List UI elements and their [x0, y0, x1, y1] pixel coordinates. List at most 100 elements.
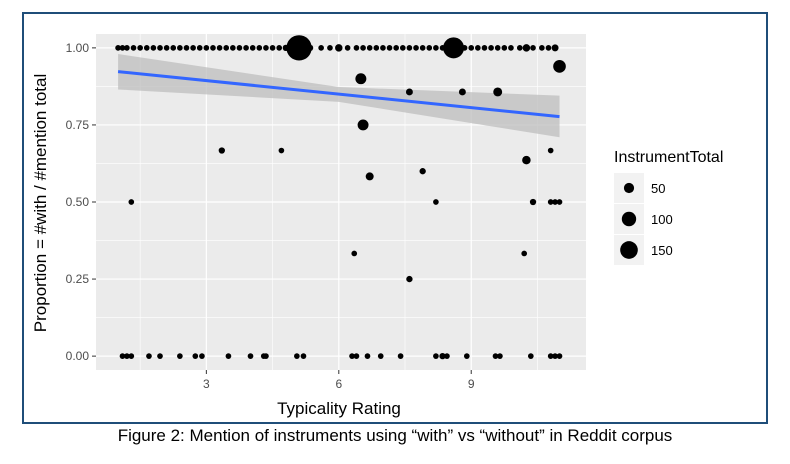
data-point: [516, 45, 523, 51]
data-point: [522, 155, 531, 165]
legend-label: 150: [651, 243, 673, 258]
data-point: [426, 45, 433, 51]
data-point: [170, 45, 177, 51]
data-point: [494, 45, 501, 51]
data-point: [177, 45, 183, 51]
x-tick-label: 3: [203, 377, 210, 391]
data-point: [443, 37, 465, 59]
data-point: [377, 353, 384, 359]
data-point: [468, 45, 475, 51]
data-point: [481, 45, 488, 51]
data-point: [190, 45, 196, 51]
data-points: [115, 35, 566, 360]
data-point: [355, 73, 367, 85]
data-point: [349, 353, 355, 359]
data-point: [433, 353, 439, 359]
data-point: [249, 45, 256, 51]
data-point: [269, 45, 276, 51]
data-point: [177, 353, 183, 359]
x-tick-label: 6: [335, 377, 342, 391]
data-point: [119, 45, 126, 51]
data-point: [183, 45, 190, 51]
data-point: [399, 45, 406, 51]
data-point: [115, 45, 121, 51]
data-point: [243, 45, 249, 51]
data-point: [406, 275, 413, 283]
data-point: [405, 88, 413, 96]
data-point: [223, 45, 230, 51]
data-point: [137, 45, 143, 51]
data-point: [547, 199, 554, 205]
data-point: [157, 45, 163, 51]
data-point: [210, 45, 216, 51]
data-point: [529, 198, 537, 206]
data-point: [530, 45, 536, 51]
data-point: [413, 45, 419, 51]
data-point: [286, 35, 312, 61]
data-point: [230, 45, 236, 51]
data-point: [124, 45, 130, 51]
data-point: [365, 172, 374, 181]
data-point: [493, 87, 503, 97]
data-point: [335, 44, 343, 52]
legend: InstrumentTotal 50 100 150: [614, 149, 723, 265]
legend-label: 100: [651, 212, 673, 227]
data-point: [344, 45, 351, 51]
data-point: [527, 353, 534, 359]
data-point: [433, 45, 439, 51]
data-point: [556, 353, 563, 359]
data-point: [508, 45, 514, 51]
legend-entries: 50 100 150: [614, 173, 673, 265]
data-point: [130, 45, 137, 51]
trend-line: [117, 70, 560, 119]
data-point: [463, 353, 470, 359]
y-tick-label: 1.00: [66, 41, 90, 55]
data-point: [276, 45, 283, 51]
data-point: [199, 353, 205, 359]
data-point: [327, 45, 333, 51]
data-point: [461, 45, 468, 51]
data-point: [306, 44, 314, 52]
data-point: [501, 45, 508, 51]
data-point: [552, 199, 558, 205]
data-point: [256, 45, 263, 51]
data-point: [192, 353, 199, 359]
data-point: [551, 44, 559, 52]
data-point: [419, 168, 426, 175]
y-tick-label: 0.75: [66, 118, 90, 132]
data-point: [556, 199, 563, 205]
data-point: [547, 353, 554, 359]
legend-label: 50: [651, 181, 665, 196]
data-point: [150, 45, 157, 51]
legend-key: [623, 182, 635, 194]
data-point: [216, 45, 223, 51]
data-point: [196, 45, 203, 51]
data-point: [360, 45, 366, 51]
confidence-band: [118, 54, 560, 138]
data-point: [552, 353, 558, 359]
legend-title: InstrumentTotal: [614, 149, 723, 166]
data-point: [497, 353, 503, 359]
data-point: [263, 45, 269, 51]
data-point: [364, 353, 371, 359]
y-axis-label: Proportion = #with / #mention total: [31, 74, 50, 332]
data-point: [146, 353, 152, 359]
x-tick-label: 9: [468, 377, 475, 391]
data-point: [278, 147, 285, 154]
data-point: [545, 45, 552, 51]
data-point: [218, 147, 225, 154]
data-point: [397, 353, 404, 359]
data-point: [353, 353, 360, 359]
figure-caption: Figure 2: Mention of instruments using “…: [117, 426, 673, 445]
data-point: [163, 45, 170, 51]
data-point: [488, 45, 494, 51]
data-point: [247, 353, 254, 359]
data-point: [318, 45, 324, 51]
data-point: [351, 250, 358, 257]
data-point: [128, 353, 135, 359]
data-point: [433, 199, 439, 205]
data-point: [357, 119, 369, 131]
data-point: [406, 45, 413, 51]
y-tick-label: 0.50: [66, 195, 90, 209]
data-point: [521, 250, 528, 257]
